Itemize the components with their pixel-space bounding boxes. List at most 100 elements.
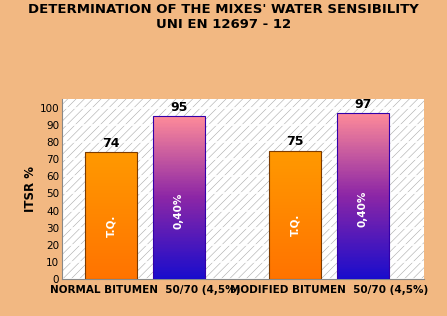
Bar <box>152 260 205 261</box>
Bar <box>269 238 321 240</box>
Bar <box>152 242 205 244</box>
Bar <box>152 126 205 127</box>
Bar <box>85 238 137 239</box>
Bar <box>85 174 137 175</box>
Bar <box>85 252 137 253</box>
Bar <box>337 258 388 260</box>
Bar <box>337 227 388 228</box>
Bar <box>269 177 321 179</box>
Bar <box>269 189 321 190</box>
Bar <box>85 255 137 256</box>
Bar <box>85 207 137 208</box>
Bar <box>337 132 388 134</box>
Bar <box>337 191 388 192</box>
Bar <box>337 228 388 229</box>
Bar <box>152 265 205 267</box>
Bar <box>337 214 388 216</box>
Bar <box>152 206 205 207</box>
Bar <box>152 134 205 135</box>
Bar <box>152 278 205 279</box>
Bar <box>337 271 388 272</box>
Bar <box>337 236 388 238</box>
Bar <box>337 113 388 279</box>
Bar <box>85 258 137 259</box>
Bar <box>337 128 388 130</box>
Bar <box>152 173 205 175</box>
Bar <box>337 161 388 163</box>
Text: 95: 95 <box>170 101 187 114</box>
Bar <box>337 234 388 235</box>
Bar <box>269 256 321 257</box>
Bar <box>337 202 388 203</box>
Bar <box>85 264 137 265</box>
Bar <box>337 173 388 174</box>
Bar <box>152 177 205 179</box>
Bar <box>337 116 388 117</box>
Bar <box>152 161 205 162</box>
Bar <box>337 209 388 210</box>
Bar <box>85 170 137 171</box>
Bar <box>152 256 205 258</box>
Bar <box>337 125 388 127</box>
Bar <box>337 260 388 261</box>
Bar <box>269 167 321 168</box>
Bar <box>269 215 321 216</box>
Bar <box>152 204 205 206</box>
Bar <box>85 248 137 250</box>
Bar <box>85 167 137 168</box>
Text: 97: 97 <box>354 98 371 111</box>
Bar <box>152 237 205 238</box>
Bar <box>269 234 321 235</box>
Bar <box>337 177 388 178</box>
Bar <box>152 249 205 251</box>
Bar <box>337 224 388 225</box>
Bar <box>337 238 388 239</box>
Bar <box>152 141 205 142</box>
Bar <box>269 257 321 258</box>
Bar <box>85 254 137 255</box>
Bar <box>85 203 137 204</box>
Bar <box>269 260 321 261</box>
Bar <box>85 226 137 227</box>
Bar <box>269 150 321 279</box>
Bar <box>269 244 321 245</box>
Bar <box>85 214 137 215</box>
Bar <box>269 252 321 253</box>
Text: T.Q.: T.Q. <box>290 214 300 236</box>
Bar <box>269 218 321 219</box>
Bar <box>269 277 321 278</box>
Bar <box>337 264 388 265</box>
Bar <box>269 205 321 206</box>
Bar <box>85 162 137 163</box>
Bar <box>85 273 137 274</box>
Bar <box>337 204 388 206</box>
Bar <box>85 275 137 276</box>
Bar <box>337 121 388 123</box>
Bar <box>337 157 388 159</box>
Bar <box>269 210 321 212</box>
Text: 74: 74 <box>102 137 120 150</box>
Bar <box>269 188 321 189</box>
Bar <box>337 159 388 160</box>
Bar <box>152 181 205 183</box>
Bar <box>152 210 205 211</box>
Bar <box>85 257 137 258</box>
Bar <box>337 232 388 234</box>
Bar <box>85 160 137 161</box>
Bar <box>85 200 137 201</box>
Bar <box>152 128 205 130</box>
Bar <box>269 152 321 153</box>
Bar <box>85 154 137 155</box>
Bar <box>85 208 137 209</box>
Bar <box>337 239 388 240</box>
Bar <box>152 192 205 194</box>
Bar <box>269 224 321 226</box>
Bar <box>337 181 388 182</box>
Bar <box>152 219 205 221</box>
Bar <box>85 171 137 172</box>
Bar <box>85 185 137 186</box>
Bar <box>269 248 321 249</box>
Bar <box>337 149 388 150</box>
Bar <box>152 125 205 126</box>
Bar <box>152 246 205 248</box>
